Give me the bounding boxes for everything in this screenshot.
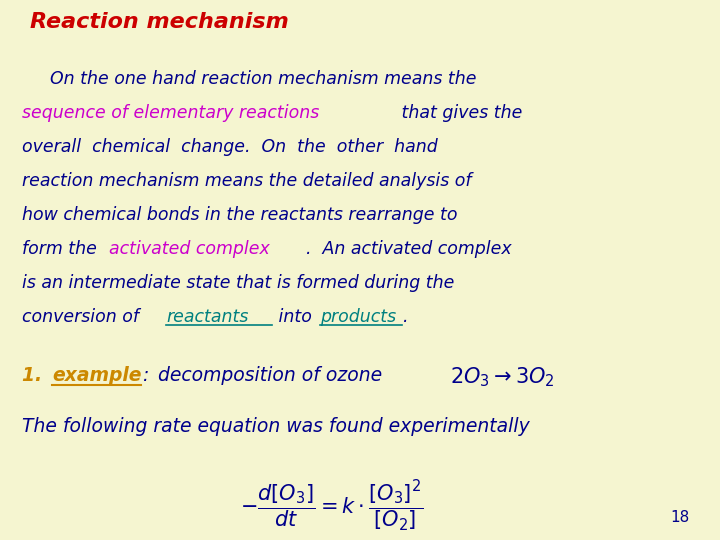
Text: On the one hand reaction mechanism means the: On the one hand reaction mechanism means…: [50, 70, 477, 88]
Text: form the: form the: [22, 240, 102, 258]
Text: :: :: [142, 366, 148, 385]
Text: sequence of elementary reactions: sequence of elementary reactions: [22, 104, 319, 122]
Text: activated complex: activated complex: [109, 240, 270, 258]
Text: reactants: reactants: [166, 308, 248, 326]
Text: into: into: [273, 308, 318, 326]
Text: conversion of: conversion of: [22, 308, 145, 326]
Text: products: products: [320, 308, 396, 326]
Text: $2O_3 \rightarrow 3O_2$: $2O_3 \rightarrow 3O_2$: [450, 366, 555, 389]
Text: .: .: [403, 308, 408, 326]
Text: example: example: [52, 366, 142, 385]
Text: that gives the: that gives the: [396, 104, 523, 122]
Text: decomposition of ozone: decomposition of ozone: [152, 366, 382, 385]
Text: The following rate equation was found experimentally: The following rate equation was found ex…: [22, 417, 530, 436]
Text: .  An activated complex: . An activated complex: [306, 240, 512, 258]
Text: how chemical bonds in the reactants rearrange to: how chemical bonds in the reactants rear…: [22, 206, 457, 224]
Text: 1.: 1.: [22, 366, 49, 385]
Text: reaction mechanism means the detailed analysis of: reaction mechanism means the detailed an…: [22, 172, 472, 190]
Text: is an intermediate state that is formed during the: is an intermediate state that is formed …: [22, 274, 454, 292]
Text: Reaction mechanism: Reaction mechanism: [30, 12, 289, 32]
Text: $-\dfrac{d\left[O_3\right]}{dt} = k \cdot \dfrac{\left[O_3\right]^2}{\left[O_2\r: $-\dfrac{d\left[O_3\right]}{dt} = k \cdo…: [240, 478, 423, 533]
Text: overall  chemical  change.  On  the  other  hand: overall chemical change. On the other ha…: [22, 138, 438, 156]
Text: 18: 18: [671, 510, 690, 525]
